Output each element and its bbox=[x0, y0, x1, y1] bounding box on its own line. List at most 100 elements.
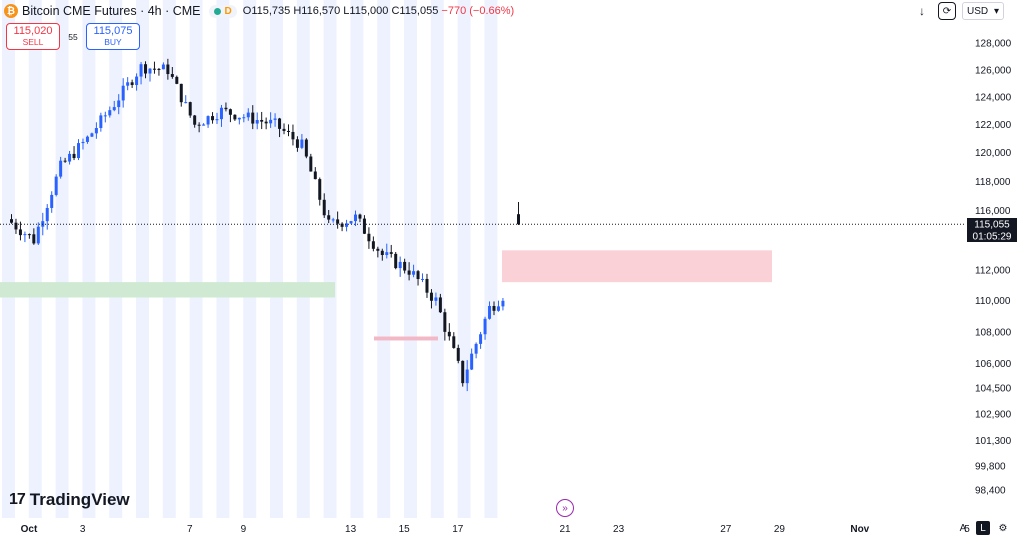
candle-body bbox=[121, 85, 125, 101]
candle-body bbox=[443, 312, 447, 332]
candle-body bbox=[144, 64, 148, 74]
last-price-label: 115,055 bbox=[974, 220, 1010, 231]
x-tick-label: 13 bbox=[345, 524, 357, 535]
candle-body bbox=[184, 102, 188, 104]
bitcoin-icon: ₿ bbox=[4, 4, 18, 18]
candle-body bbox=[380, 250, 384, 256]
high-value: 116,570 bbox=[301, 5, 341, 17]
candle-body bbox=[63, 160, 67, 162]
session-band bbox=[189, 0, 203, 518]
session-band bbox=[323, 0, 337, 518]
arrow-down-icon[interactable]: ↓ bbox=[919, 4, 925, 18]
candle-body bbox=[492, 305, 496, 311]
candle-body bbox=[117, 100, 121, 108]
market-status[interactable]: D bbox=[208, 4, 237, 18]
candle-body bbox=[452, 336, 456, 348]
x-tick-label: 21 bbox=[559, 524, 571, 535]
candle-body bbox=[496, 306, 500, 311]
session-band bbox=[216, 0, 230, 518]
candle-body bbox=[474, 343, 478, 354]
candle-body bbox=[371, 241, 375, 249]
candle-body bbox=[322, 199, 326, 216]
candle-body bbox=[389, 252, 393, 254]
candle-body bbox=[461, 360, 465, 384]
y-tick-label: 101,300 bbox=[975, 436, 1012, 447]
x-tick-label: Nov bbox=[850, 524, 869, 535]
candle-body bbox=[148, 68, 152, 74]
log-scale-toggle[interactable]: L bbox=[976, 521, 990, 535]
candle-body bbox=[175, 76, 179, 84]
y-tick-label: 98,400 bbox=[975, 486, 1006, 497]
candle-body bbox=[367, 233, 371, 242]
candle-body bbox=[304, 139, 308, 157]
refresh-icon[interactable]: ⟳ bbox=[938, 2, 956, 20]
candle-body bbox=[68, 153, 72, 162]
candle-body bbox=[166, 64, 170, 75]
candle-body bbox=[161, 64, 165, 70]
candle-body bbox=[94, 128, 98, 134]
candle-body bbox=[456, 347, 460, 361]
candle-body bbox=[45, 207, 49, 222]
x-tick-label: 27 bbox=[720, 524, 732, 535]
candle-body bbox=[291, 131, 295, 140]
session-band bbox=[350, 0, 364, 518]
candle-body bbox=[501, 300, 505, 307]
symbol-header: ₿ Bitcoin CME Futures · 4h · CME D O115,… bbox=[4, 3, 514, 19]
candle-body bbox=[170, 74, 174, 77]
last-candle-body bbox=[517, 214, 520, 225]
y-tick-label: 124,000 bbox=[975, 92, 1012, 103]
candle-body bbox=[224, 107, 228, 110]
scroll-to-realtime-icon[interactable]: » bbox=[556, 499, 574, 517]
candle-body bbox=[193, 115, 197, 125]
ohlc-readout: O115,735 H116,570 L115,000 C115,055 −770… bbox=[242, 5, 515, 17]
candle-body bbox=[425, 278, 429, 293]
currency-select[interactable]: USD ▾ bbox=[962, 2, 1004, 20]
candle-body bbox=[215, 119, 219, 121]
session-band bbox=[430, 0, 444, 518]
candle-body bbox=[246, 112, 250, 118]
session-band bbox=[243, 0, 257, 518]
price-axis: 128,000 126,000 124,000 122,000 120,000 118,0… bbox=[975, 39, 1012, 497]
countdown-label: 01:05:29 bbox=[973, 232, 1012, 243]
candle-body bbox=[407, 270, 411, 275]
candle-body bbox=[188, 102, 192, 116]
y-tick-label: 99,800 bbox=[975, 461, 1006, 472]
candle-body bbox=[152, 68, 156, 70]
candle-body bbox=[18, 229, 22, 236]
candle-body bbox=[99, 115, 103, 129]
candle-body bbox=[81, 141, 85, 144]
symbol-title[interactable]: Bitcoin CME Futures · 4h · CME bbox=[22, 4, 201, 18]
candle-body bbox=[32, 234, 36, 244]
settings-gear-icon[interactable]: ⚙ bbox=[998, 522, 1008, 534]
candle-body bbox=[349, 221, 353, 224]
sell-button[interactable]: 115,020 SELL bbox=[6, 23, 60, 50]
session-bands bbox=[2, 0, 498, 518]
logo-text: TradingView bbox=[29, 490, 130, 509]
y-tick-label: 122,000 bbox=[975, 120, 1012, 131]
candle-body bbox=[255, 119, 259, 124]
candle-body bbox=[269, 119, 273, 124]
candle-body bbox=[362, 218, 366, 234]
buy-button[interactable]: 115,075 BUY bbox=[86, 23, 140, 50]
y-tick-label: 112,000 bbox=[975, 265, 1011, 276]
session-band bbox=[484, 0, 498, 518]
candle-body bbox=[438, 297, 442, 313]
price-zones bbox=[0, 250, 772, 341]
y-tick-label: 102,900 bbox=[975, 409, 1012, 420]
candle-body bbox=[85, 136, 89, 142]
candle-body bbox=[233, 114, 237, 120]
auto-scale-toggle[interactable]: A bbox=[959, 522, 967, 534]
candle-body bbox=[483, 318, 487, 335]
candle-body bbox=[336, 219, 340, 224]
candle-body bbox=[403, 261, 407, 271]
y-tick-label: 116,000 bbox=[975, 206, 1011, 217]
candle-body bbox=[295, 139, 299, 148]
candle-body bbox=[77, 143, 81, 159]
y-tick-label: 104,500 bbox=[975, 383, 1012, 394]
candle-body bbox=[394, 253, 398, 269]
candle-body bbox=[282, 128, 286, 131]
candle-body bbox=[385, 252, 389, 256]
candle-body bbox=[416, 271, 420, 280]
x-tick-label: Oct bbox=[21, 524, 38, 535]
